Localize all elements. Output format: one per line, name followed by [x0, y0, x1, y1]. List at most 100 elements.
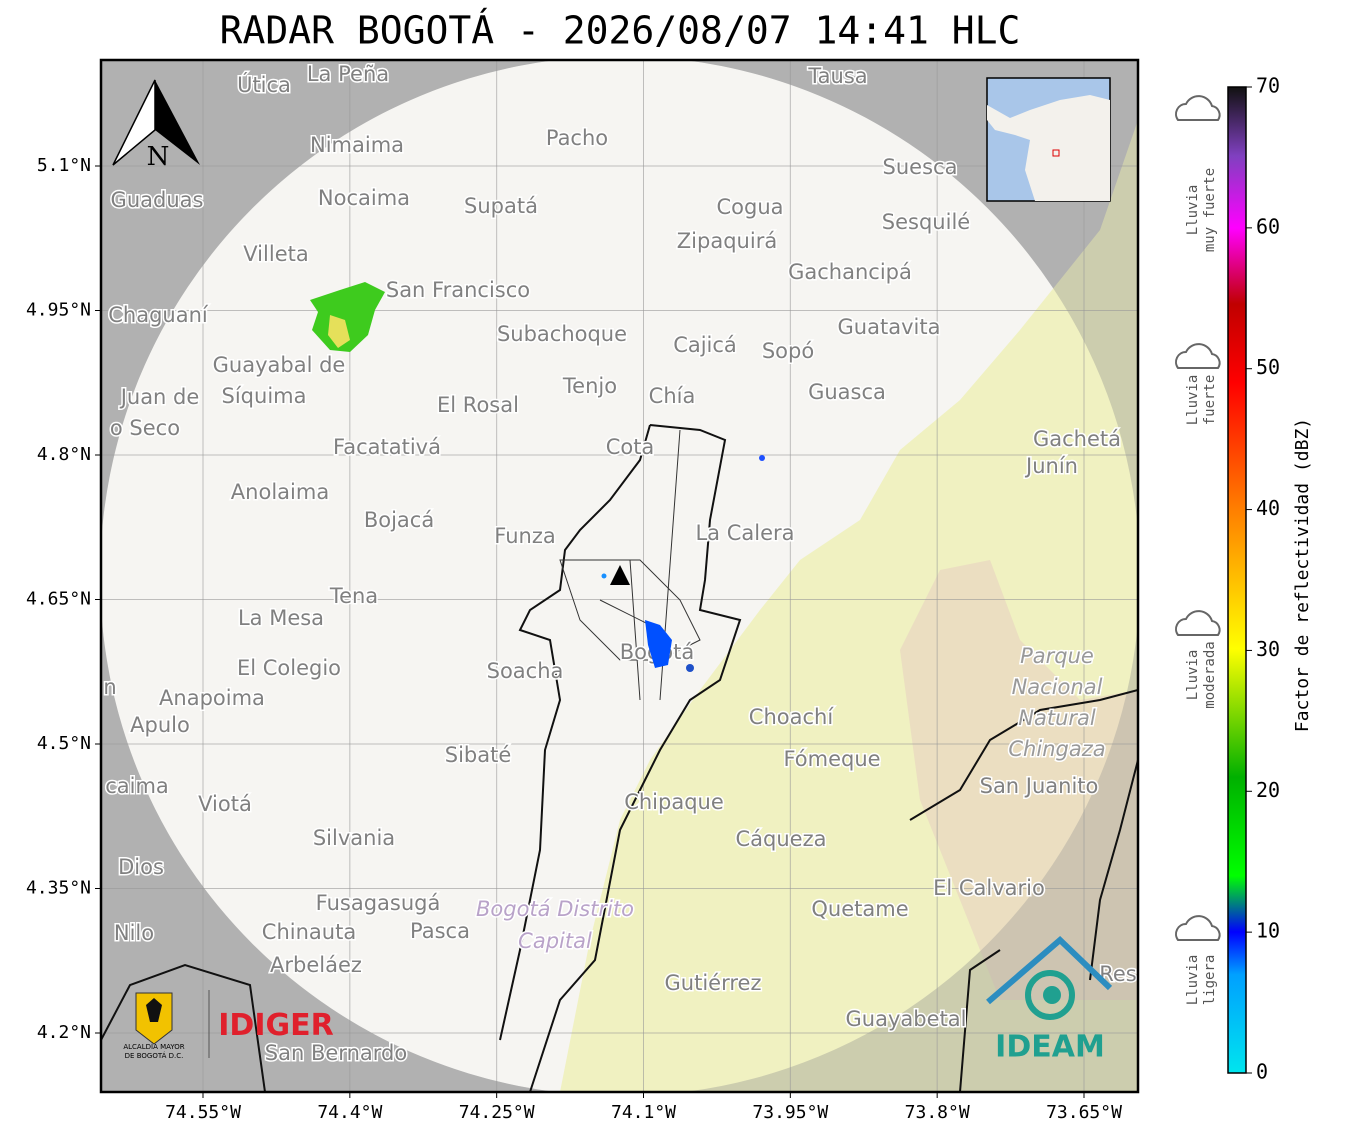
place-label: Soacha: [487, 659, 564, 683]
place-label: Chía: [649, 384, 696, 408]
north-arrow: N: [112, 79, 200, 172]
place-label: Silvania: [313, 826, 395, 850]
colorbar-tick-label: 0: [1256, 1060, 1268, 1084]
place-label: El Rosal: [437, 393, 519, 417]
colorbar-tick-label: 60: [1256, 214, 1280, 238]
place-label: Cajicá: [673, 333, 737, 357]
place-label: Chinauta: [262, 920, 356, 944]
place-label: Anolaima: [231, 480, 329, 504]
district-label: Capital: [518, 929, 592, 953]
place-label: Juan de: [119, 385, 200, 409]
place-label: Arbeláez: [270, 953, 362, 977]
y-tick-label: 4.95°N: [26, 300, 91, 321]
rain-label: muy fuerte: [1202, 168, 1218, 252]
logo-idiger: IDIGER: [218, 1008, 333, 1043]
rain-label: fuerte: [1202, 375, 1218, 426]
place-label: Facatativá: [333, 435, 441, 459]
place-label: La Calera: [695, 521, 794, 545]
department-border: [909, 689, 1138, 1092]
x-tick-label: 74.55°W: [165, 1102, 241, 1123]
rain-icon: [1175, 95, 1221, 121]
locality-border: [559, 429, 701, 701]
colorbar: [1227, 86, 1247, 1074]
y-tick-label: 4.8°N: [37, 444, 91, 465]
park-label: Nacional: [1012, 675, 1103, 699]
plot-frame: [99, 58, 1140, 1094]
rain-icon: [1175, 915, 1221, 941]
place-label: Guayabal de: [213, 353, 346, 377]
rain-label: ligera: [1202, 955, 1218, 1006]
colorbar-tick-label: 20: [1256, 778, 1280, 802]
rain-icon: [1175, 610, 1221, 636]
logo-ideam: IDEAM: [986, 935, 1113, 1065]
y-tick-label: 4.2°N: [37, 1022, 91, 1043]
place-label: Apulo: [130, 713, 190, 737]
place-label: Funza: [494, 524, 555, 548]
place-label: Supatá: [464, 194, 538, 218]
place-label: Pacho: [546, 126, 608, 150]
place-label: Cota: [606, 435, 655, 459]
y-tick-label: 5.1°N: [37, 155, 91, 176]
park-label: Natural: [1018, 706, 1096, 730]
rain-icon: [1175, 343, 1221, 369]
rain-label: Lluvia: [1185, 375, 1201, 426]
radar-site: [610, 565, 630, 585]
place-label: El Calvario: [933, 876, 1045, 900]
place-label: o Seco: [110, 416, 180, 440]
place-label: Tausa: [807, 64, 867, 88]
place-label: n: [103, 675, 116, 699]
place-label: Junín: [1024, 454, 1078, 478]
place-label: Gachancipá: [788, 260, 912, 284]
department-border: [101, 963, 266, 1092]
place-label: Dios: [118, 855, 164, 879]
place-label: Villeta: [243, 242, 308, 266]
map-area: La Peña Útica Tausa Pacho Nimaima Suesca Guadu…: [101, 60, 1138, 1092]
park-label: Parque: [1020, 644, 1094, 668]
place-label: Gutiérrez: [665, 971, 762, 995]
place-label: Útica: [237, 72, 291, 97]
rain-label: moderada: [1202, 641, 1218, 708]
radar-echo: [686, 664, 694, 672]
place-label: Pasca: [410, 919, 470, 943]
place-label: San Francisco: [386, 278, 530, 302]
place-label: Sesquilé: [882, 210, 970, 234]
place-label: Sibaté: [445, 743, 512, 767]
place-label: Nocaima: [318, 186, 410, 210]
place-label: San Juanito: [980, 774, 1099, 798]
x-tick-label: 74.1°W: [611, 1102, 676, 1123]
place-label: Quetame: [811, 897, 908, 921]
place-label: San Bernardo: [265, 1041, 407, 1065]
place-label: caima: [105, 774, 169, 798]
place-label: El Colegio: [237, 656, 341, 680]
place-label: Bojacá: [364, 508, 434, 532]
place-label: Tenjo: [562, 374, 617, 398]
place-label: Zipaquirá: [677, 229, 777, 253]
north-label: N: [147, 142, 170, 172]
district-label: Bogotá Distrito: [476, 897, 634, 921]
y-tick-label: 4.5°N: [37, 733, 91, 754]
x-tick-label: 73.8°W: [905, 1102, 970, 1123]
logo-alcaldia: ALCALDÍA MAYOR DE BOGOTÁ D.C. IDIGER: [123, 990, 334, 1060]
colorbar-tick-label: 40: [1256, 496, 1280, 520]
place-label: La Peña: [307, 62, 389, 86]
y-tick-label: 4.65°N: [26, 589, 91, 610]
place-label: Chipaque: [624, 790, 724, 814]
place-label: Anapoima: [159, 686, 265, 710]
place-label: Nilo: [114, 921, 154, 945]
place-label: Tena: [329, 584, 378, 608]
place-label: Cáqueza: [736, 827, 827, 851]
place-label: Chaguaní: [108, 303, 209, 327]
place-label: Choachí: [749, 705, 835, 729]
terrain: [900, 560, 1138, 1000]
place-label: Res: [1099, 962, 1137, 986]
place-label: Guatavita: [838, 315, 941, 339]
x-tick-label: 74.4°W: [317, 1102, 382, 1123]
radar-echo: [645, 620, 672, 668]
park-label: Chingaza: [1008, 737, 1105, 761]
radar-echo: [601, 573, 607, 579]
x-tick-label: 74.25°W: [459, 1102, 535, 1123]
place-label: Subachoque: [497, 322, 627, 346]
logo-ideam-text: IDEAM: [995, 1030, 1105, 1065]
colorbar-tick-label: 10: [1256, 919, 1280, 943]
